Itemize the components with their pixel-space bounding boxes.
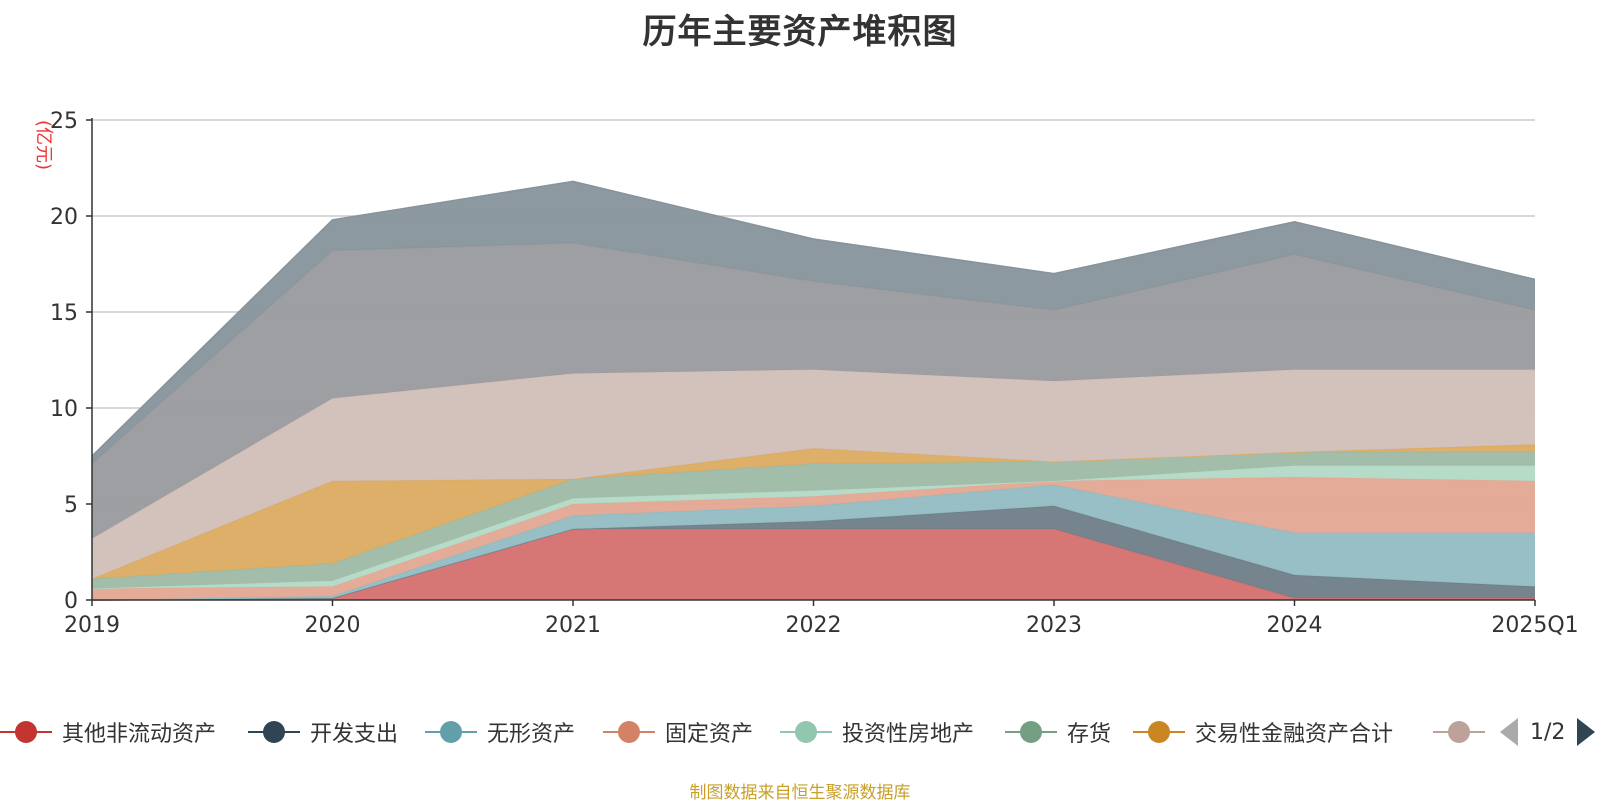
legend-prev-page-icon[interactable]	[1500, 718, 1518, 746]
area-series-2	[92, 484, 1535, 600]
chart-legend[interactable]: 其他非流动资产 开发支出 无形资产 固定资产 投资性房地产 存货 交易性金融资产合计	[0, 712, 1600, 752]
source-note: 制图数据来自恒生聚源数据库	[689, 783, 911, 803]
legend-item[interactable]: 交易性金融资产合计	[1133, 712, 1393, 752]
legend-label: 投资性房地产	[842, 722, 975, 747]
x-tick-label: 2023	[1026, 613, 1082, 638]
area-series-8	[92, 242, 1535, 539]
area-series-1	[92, 505, 1535, 600]
legend-next-page-icon[interactable]	[1577, 718, 1596, 746]
legend-page-indicator: 1/2	[1530, 719, 1566, 745]
y-tick-label: 25	[50, 109, 78, 134]
legend-label: 开发支出	[310, 722, 399, 747]
legend-pager[interactable]: 1/2	[1500, 712, 1596, 752]
x-tick-label: 2022	[786, 613, 842, 638]
area-series-9	[92, 181, 1535, 464]
legend-item[interactable]: 开发支出	[248, 712, 398, 752]
area-series-line-9	[91, 180, 1536, 457]
legend-label: 无形资产	[487, 722, 576, 747]
legend-label: 其他非流动资产	[62, 722, 217, 747]
area-series-4	[92, 465, 1535, 589]
legend-swatch-icon	[1005, 719, 1057, 745]
legend-label: 存货	[1067, 722, 1112, 747]
y-tick-label: 0	[64, 589, 78, 614]
legend-swatch-icon	[603, 719, 655, 745]
x-tick-label: 2019	[64, 613, 120, 638]
legend-label: 固定资产	[665, 722, 754, 747]
legend-item[interactable]: 存货	[1005, 712, 1111, 752]
legend-swatch-icon	[0, 719, 52, 745]
legend-swatch-icon	[1133, 719, 1185, 745]
area-series-5	[92, 452, 1535, 589]
legend-item[interactable]: 其他非流动资产	[0, 712, 216, 752]
area-series-0	[92, 528, 1535, 600]
legend-item[interactable]: 固定资产	[603, 712, 753, 752]
chart-svg: 0 5 10 15 20 25 2019 2020 2021 2022 2023 2024 2025Q1…	[33, 109, 1579, 638]
x-tick-label: 2024	[1267, 613, 1323, 638]
area-series-3	[92, 477, 1535, 600]
legend-label: 交易性金融资产合计	[1195, 722, 1394, 747]
legend-item[interactable]	[1433, 712, 1495, 752]
legend-swatch-icon	[780, 719, 832, 745]
y-axis-unit-label: (亿元)	[33, 120, 54, 170]
x-tick-label: 2020	[305, 613, 361, 638]
legend-item[interactable]: 投资性房地产	[780, 712, 974, 752]
legend-swatch-icon	[248, 719, 300, 745]
area-series-7	[92, 369, 1535, 579]
legend-swatch-icon	[425, 719, 477, 745]
y-tick-label: 15	[50, 301, 78, 326]
y-tick-label: 5	[64, 493, 78, 518]
legend-item[interactable]: 无形资产	[425, 712, 575, 752]
chart-title: 历年主要资产堆积图	[642, 12, 958, 52]
area-series-6	[92, 444, 1535, 579]
x-tick-label: 2021	[545, 613, 601, 638]
x-tick-label: 2025Q1	[1491, 613, 1578, 638]
y-tick-label: 10	[50, 397, 78, 422]
y-tick-label: 20	[50, 205, 78, 230]
legend-swatch-icon	[1433, 719, 1485, 745]
